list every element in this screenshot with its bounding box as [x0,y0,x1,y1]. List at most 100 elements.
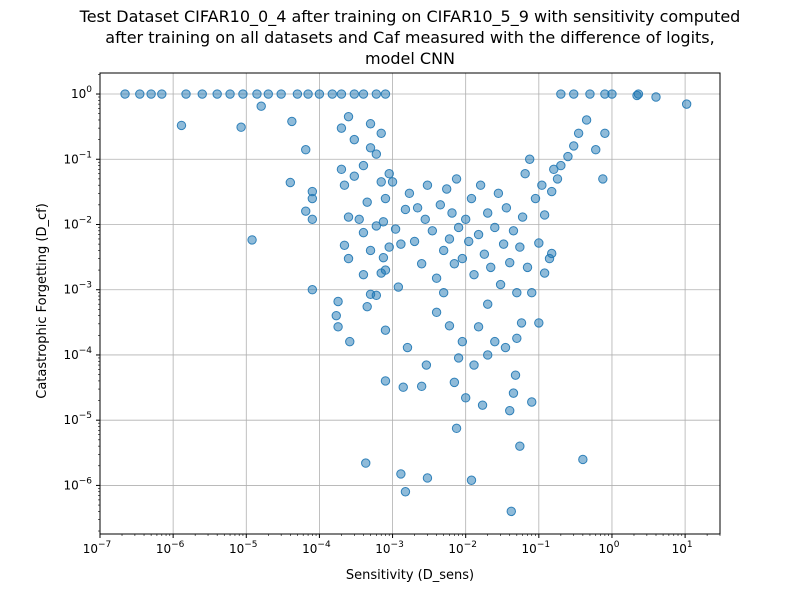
data-point [333,322,343,332]
data-point [506,506,516,517]
data-point [563,151,573,162]
data-point [435,200,446,210]
x-tick-label: 10−3 [375,540,404,556]
data-point [552,174,563,184]
x-tick-label: 10−5 [229,540,258,556]
data-point [490,222,500,233]
chart-title-line-1: Test Dataset CIFAR10_0_4 after training … [79,7,741,27]
data-point [483,299,493,309]
data-point [505,405,515,416]
x-tick-label: 10−1 [522,540,551,556]
data-point [252,89,262,99]
data-point [292,89,303,99]
data-point [451,423,462,434]
data-point [376,177,386,187]
data-point [416,259,427,269]
data-point [396,239,406,249]
data-point [400,487,411,497]
data-point [339,240,350,250]
data-point [537,180,547,190]
data-point [421,360,432,370]
data-point [380,193,391,204]
data-point [527,397,537,407]
data-point [427,226,438,236]
data-point [512,288,522,298]
data-point [515,242,525,252]
y-tick-label: 10−6 [63,476,92,492]
data-point [431,273,442,283]
data-point [371,149,382,159]
data-point [534,318,544,328]
data-point [547,186,557,197]
data-point [515,441,525,451]
data-points [120,89,692,517]
data-point [578,454,588,465]
data-point [477,400,488,410]
data-point [387,177,398,187]
data-point [362,301,372,312]
data-point [451,174,462,184]
data-point [371,290,382,301]
data-point [549,164,559,175]
data-point [460,214,471,225]
data-point [651,92,661,102]
data-point [365,119,376,129]
chart-title-line-3: model CNN [365,49,455,68]
data-point [333,296,343,307]
data-point [539,210,550,220]
data-point [486,262,496,273]
data-point [358,160,369,171]
data-point [475,180,486,190]
data-point [247,235,257,245]
data-point [376,268,386,278]
data-point [483,208,493,218]
data-point [498,239,509,249]
data-point [527,288,537,298]
data-point [438,288,449,298]
data-point [409,236,420,247]
data-point [380,89,391,99]
data-point [349,89,360,99]
data-point [314,89,325,99]
data-point [453,353,464,363]
data-point [585,89,595,99]
data-point [581,115,592,125]
data-point [343,253,354,264]
y-tick-label: 10−3 [63,281,92,297]
data-point [376,128,386,138]
data-point [400,204,411,215]
data-point [378,217,389,227]
data-point [607,89,617,99]
data-point [285,177,296,188]
data-point [301,206,311,216]
data-point [422,180,433,190]
chart-title: Test Dataset CIFAR10_0_4 after training … [79,7,741,68]
data-point [365,245,376,256]
data-point [556,160,566,171]
data-point [473,229,484,240]
data-point [146,89,156,99]
data-point [354,214,364,225]
data-point [493,188,504,199]
data-point [276,89,286,99]
data-point [176,120,187,131]
data-point [212,89,222,99]
grid-lines [99,73,720,534]
data-point [349,134,360,145]
data-point [469,269,479,280]
data-point [120,89,130,99]
data-point [412,203,423,213]
data-point [331,310,341,321]
y-tick-label: 100 [71,85,92,101]
data-point [343,111,354,122]
data-point [600,128,610,138]
y-tick-label: 10−1 [63,150,92,166]
data-point [327,89,337,99]
data-point [404,188,415,199]
data-point [444,234,455,244]
data-point [197,89,207,99]
chart-title-line-2: after training on all datasets and Caf m… [105,28,714,47]
data-point [508,226,519,236]
y-axis-ticks: 10−6 10−5 10−4 10−3 10−2 10−1 100 [63,74,100,532]
data-point [157,89,167,99]
